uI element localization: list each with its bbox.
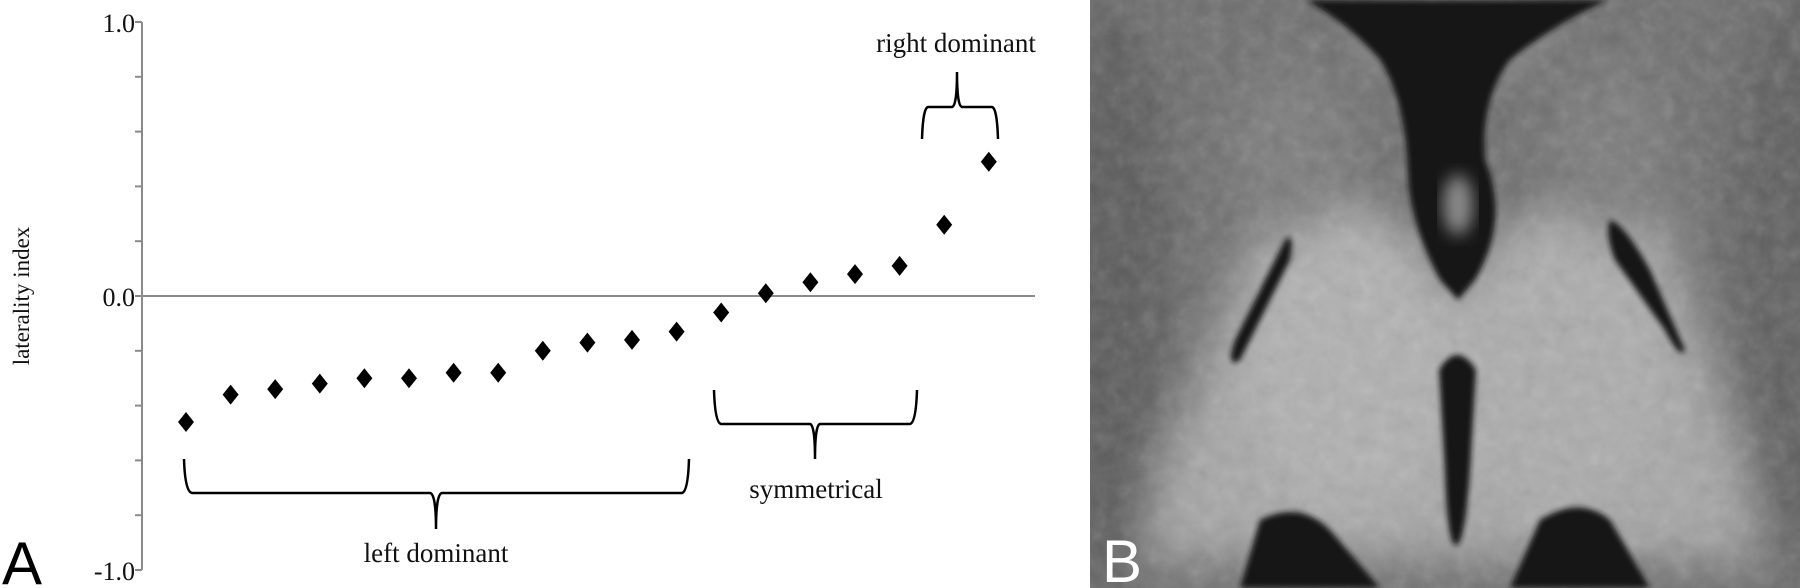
label-left-dominant: left dominant — [364, 538, 509, 568]
ytick-label-0: 0.0 — [103, 283, 136, 312]
data-point — [490, 362, 507, 383]
brace-symmetrical — [712, 389, 919, 460]
data-point — [178, 412, 194, 433]
data-point — [668, 321, 685, 342]
panel-label-b: B — [1102, 528, 1142, 588]
data-point — [401, 368, 417, 389]
laterality-chart: 1.0 0.0 -1.0 laterality index left domin… — [2, 9, 1036, 588]
ytick-label-1: 1.0 — [103, 9, 136, 38]
y-axis — [135, 21, 143, 571]
data-point — [891, 255, 908, 276]
data-point — [624, 329, 640, 350]
panel-label-a: A — [2, 530, 42, 588]
y-axis-label: laterality index — [9, 226, 34, 365]
data-point — [445, 362, 462, 383]
data-point — [267, 379, 284, 400]
mri-image-brain-axial: B — [1090, 0, 1800, 588]
data-point — [713, 302, 730, 323]
ytick-label-minus1: -1.0 — [94, 557, 135, 586]
data-point — [222, 384, 239, 405]
data-point — [847, 264, 863, 285]
label-symmetrical: symmetrical — [749, 474, 882, 504]
data-point — [311, 373, 328, 394]
data-point — [802, 272, 819, 293]
data-point — [757, 283, 774, 304]
data-point — [936, 214, 953, 235]
data-point — [356, 368, 373, 389]
annotation-braces — [182, 71, 1000, 530]
data-point — [579, 332, 596, 353]
data-point — [534, 340, 551, 361]
data-points — [178, 151, 997, 433]
data-point — [980, 151, 997, 172]
brace-left-dominant — [182, 458, 691, 530]
brace-right-dominant — [920, 71, 1000, 140]
label-right-dominant: right dominant — [876, 28, 1036, 58]
